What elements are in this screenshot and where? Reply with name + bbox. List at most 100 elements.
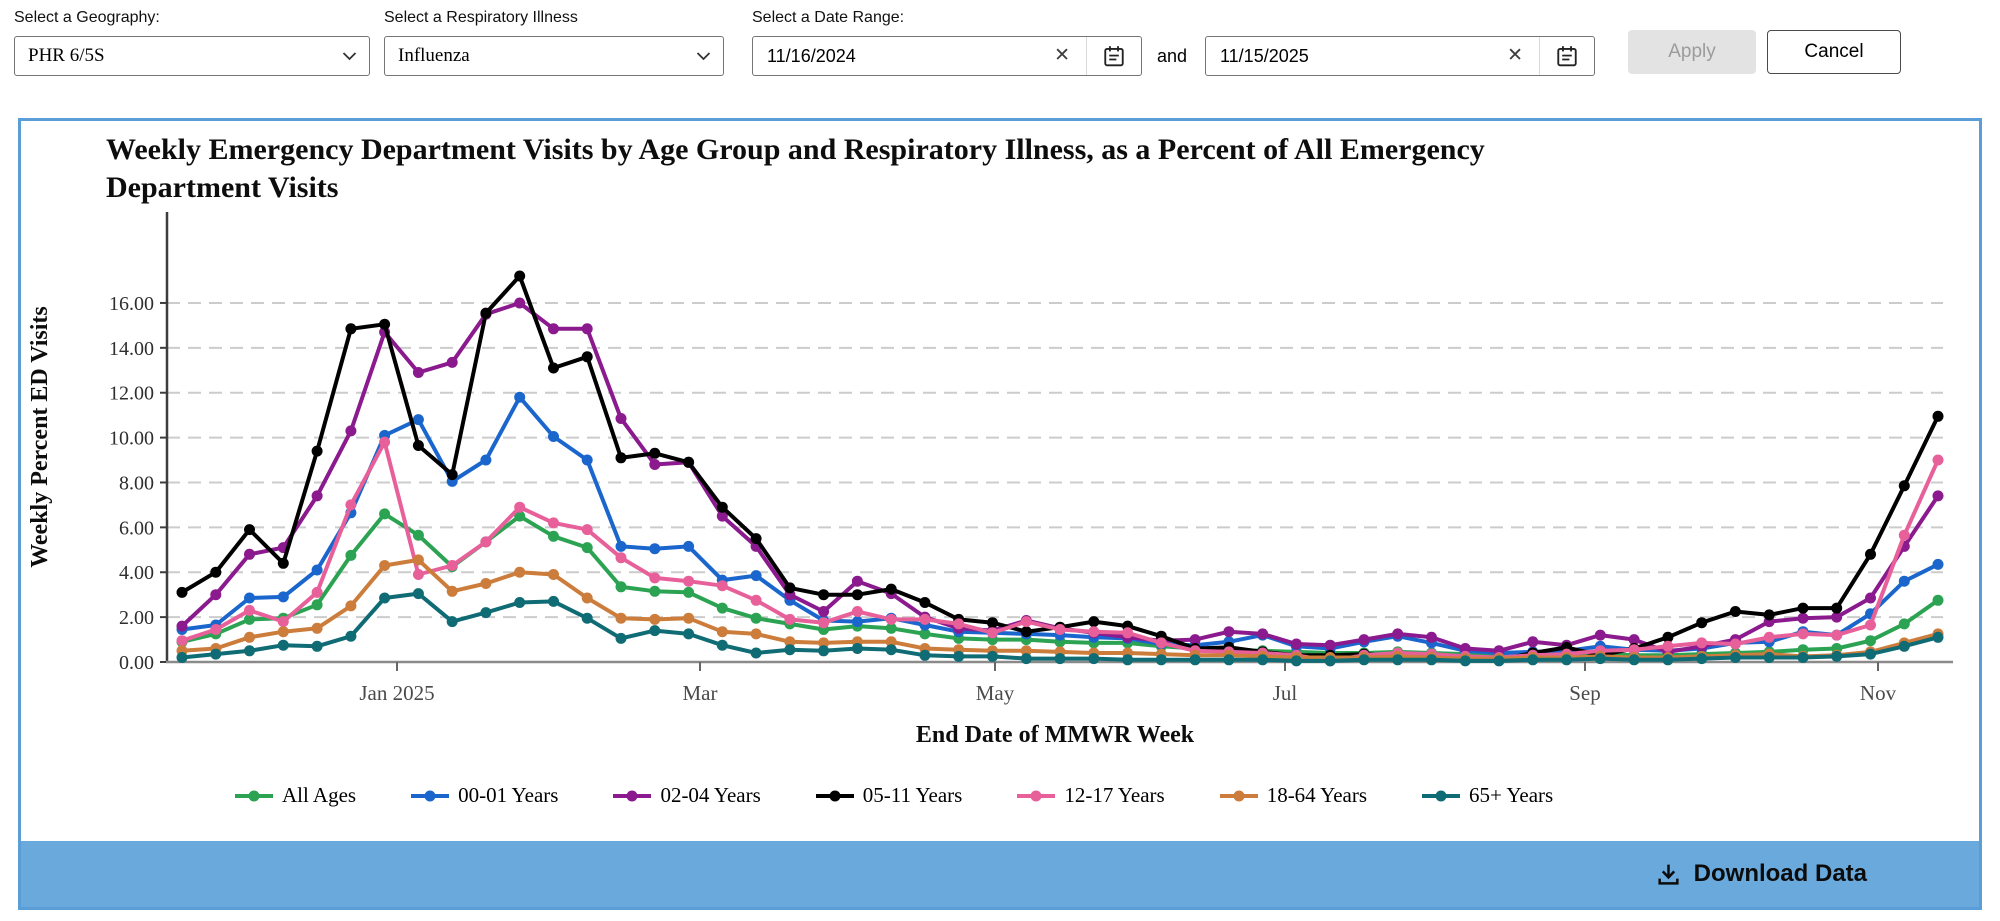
y-tick-label: 14.00 [109,338,154,360]
data-point [514,566,526,578]
data-point [1729,652,1741,663]
clear-date-icon[interactable]: ✕ [1054,45,1070,66]
data-point [716,510,728,522]
data-point [548,362,559,374]
x-tick-label: Mar [683,681,718,705]
legend-marker [1422,790,1461,801]
data-point [1932,490,1944,502]
data-point [784,636,796,648]
data-point [1932,594,1944,606]
data-point [1797,628,1809,640]
data-point [412,414,424,426]
data-point [953,618,965,630]
data-point [1426,631,1437,643]
data-point [311,445,323,457]
data-point [1155,654,1167,666]
legend-marker [815,790,854,801]
data-point [176,586,188,598]
legend-label: 12-17 Years [1064,783,1165,807]
legend-item[interactable]: 12-17 Years [1015,783,1165,808]
data-point [885,644,897,656]
legend-item[interactable]: 02-04 Years [611,783,761,808]
data-point [851,575,863,587]
data-point [277,591,289,603]
data-point [345,499,357,511]
cancel-button[interactable]: Cancel [1767,30,1901,74]
data-point [1797,612,1809,624]
calendar-button[interactable] [1086,37,1141,75]
date-start-input[interactable]: 11/16/2024 ✕ [752,36,1142,76]
data-point [1865,635,1876,647]
data-point [244,631,255,643]
data-point [1020,645,1032,657]
apply-button[interactable]: Apply [1628,30,1756,74]
data-point [1392,654,1404,666]
data-point [345,549,357,561]
data-point [1763,631,1775,643]
geography-select[interactable]: PHR 6/5S [14,36,370,76]
y-tick-label: 6.00 [119,517,154,539]
data-point [514,501,526,513]
calendar-button[interactable] [1539,37,1594,75]
data-point [1020,626,1032,638]
data-point [784,644,796,656]
clear-date-icon[interactable]: ✕ [1507,45,1523,66]
data-point [1865,592,1876,604]
data-point [1459,655,1471,667]
legend-item[interactable]: 00-01 Years [409,783,558,808]
y-tick-label: 2.00 [119,607,154,629]
data-point [1763,609,1775,621]
data-point [1392,628,1404,640]
data-point [480,607,492,619]
data-point [1122,654,1134,666]
legend-item[interactable]: 65+ Years [1420,783,1553,808]
data-point [379,318,391,330]
data-point [683,540,695,552]
data-point [1257,628,1269,640]
data-point [244,613,255,625]
legend-item[interactable]: 05-11 Years [814,783,962,808]
y-tick-label: 8.00 [119,472,154,494]
data-point [244,524,255,536]
download-bar[interactable]: Download Data [21,841,1979,907]
data-point [446,356,458,368]
data-point [210,589,222,601]
date-end-value: 11/15/2025 [1220,45,1309,66]
data-point [1358,634,1370,646]
illness-select[interactable]: Influenza [384,36,724,76]
date-end-input[interactable]: 11/15/2025 ✕ [1205,36,1595,76]
download-icon [1658,864,1679,885]
data-point [514,297,526,309]
data-point [345,630,357,642]
data-point [885,583,897,595]
data-point [1628,654,1640,666]
legend-marker [235,790,273,801]
data-point [1662,640,1674,652]
legend-item[interactable]: 18-64 Years [1218,783,1367,808]
data-point [1594,629,1606,641]
data-point [987,650,998,662]
data-point [683,628,695,640]
data-point [1155,637,1167,649]
legend-item[interactable]: All Ages [233,783,356,808]
data-point [581,351,593,363]
geography-label: Select a Geography: [14,9,160,26]
data-point [581,323,593,335]
x-tick-label: Nov [1860,681,1897,705]
data-point [1831,629,1843,641]
data-point [1426,654,1437,666]
data-point [750,594,762,606]
data-point [1898,480,1910,492]
data-point [1696,653,1708,665]
legend-marker [1017,790,1056,801]
data-point [851,616,863,628]
data-point [919,597,931,608]
data-point [548,530,559,542]
data-point [379,508,391,520]
data-point [1122,627,1134,639]
legend-marker [613,790,652,801]
data-point [1020,653,1032,665]
data-point [683,575,695,587]
data-point [1527,654,1539,666]
data-point [379,560,391,571]
